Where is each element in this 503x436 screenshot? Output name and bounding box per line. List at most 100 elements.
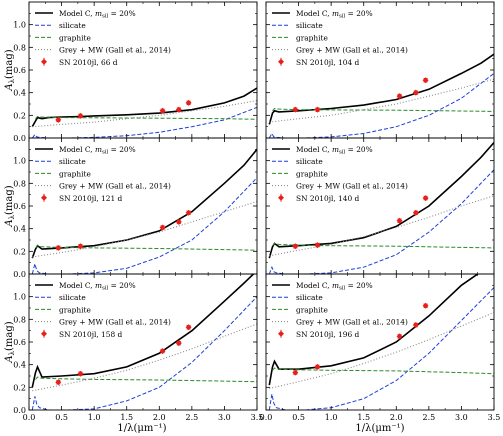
- x-tick-label: 3.0: [218, 413, 231, 422]
- y-axis-label: Aλ(mag): [4, 49, 16, 91]
- legend: Model C, msil = 20%silicate graphite Grey …: [35, 9, 171, 67]
- y-tick-label: 1.0: [13, 293, 26, 302]
- legend-label-epoch: SN 2010jl, 104 d: [296, 58, 359, 67]
- y-tick-label: 0.6: [13, 202, 26, 211]
- legend-label-model: Model C, msil = 20%: [296, 145, 373, 156]
- legend-label-silicate: silicate: [59, 21, 86, 30]
- y-tick-label: 0.2: [13, 247, 26, 256]
- data-point: [77, 243, 84, 250]
- x-tick-label: 2.0: [390, 413, 403, 422]
- legend-label-grey: Grey + MW (Gall et al., 2014): [59, 182, 171, 191]
- legend-label-grey: Grey + MW (Gall et al., 2014): [296, 46, 408, 55]
- data-point: [422, 77, 429, 84]
- data-point: [159, 348, 166, 355]
- x-tick-label: 2.5: [185, 413, 198, 422]
- legend-data-marker: [41, 330, 47, 337]
- x-tick-label: 0.0: [23, 413, 36, 422]
- x-tick-label: 1.0: [325, 413, 338, 422]
- data-point: [77, 112, 84, 119]
- data-point: [422, 302, 429, 309]
- legend-label-graphite: graphite: [59, 305, 91, 314]
- legend-label-grey: Grey + MW (Gall et al., 2014): [59, 318, 171, 327]
- legend-label-model: Model C, msil = 20%: [296, 9, 373, 20]
- data-point: [175, 106, 182, 113]
- y-tick-label: 0.8: [13, 179, 26, 188]
- legend-label-silicate: silicate: [296, 293, 323, 302]
- model-line: [31, 87, 257, 128]
- grey-mw-line: [269, 78, 494, 123]
- graphite-line: [35, 376, 257, 383]
- data-point: [175, 340, 182, 347]
- y-tick-label: 0.6: [13, 66, 26, 75]
- x-axis-label-right: 1/λ(μm⁻¹): [355, 423, 404, 434]
- legend-data-marker: [278, 330, 284, 337]
- y-tick-label: 0.8: [13, 43, 26, 52]
- x-tick-label: 3.0: [455, 413, 468, 422]
- silicate-line: [31, 106, 257, 138]
- legend: Model C, msil = 20%silicate graphite Grey …: [272, 9, 408, 67]
- graphite-line: [272, 367, 494, 375]
- x-tick-label: 0.5: [55, 413, 68, 422]
- data-point: [292, 243, 299, 250]
- grey-mw-line: [269, 311, 494, 390]
- y-axis-label: Aλ(mag): [4, 321, 16, 363]
- y-tick-label: 0.4: [13, 361, 26, 370]
- data-point: [422, 195, 429, 202]
- data-point: [55, 379, 62, 386]
- legend-label-model: Model C, msil = 20%: [59, 9, 136, 20]
- y-tick-label: 1.0: [13, 157, 26, 166]
- legend: Model C, msil = 20%silicate graphite Grey …: [35, 281, 171, 339]
- data-point: [396, 217, 403, 224]
- y-tick-label: 0.2: [13, 383, 26, 392]
- x-tick-label: 1.5: [120, 413, 133, 422]
- panel-3: 0.0 0.2 0.4 0.6 0.8 1.0 Aλ(mag) Model C, msil =…: [4, 137, 258, 279]
- legend-label-graphite: graphite: [59, 169, 91, 178]
- silicate-line: [31, 296, 257, 410]
- legend-label-silicate: silicate: [296, 21, 323, 30]
- data-point: [185, 99, 192, 106]
- silicate-line: [31, 177, 257, 274]
- x-tick-label: 2.0: [153, 413, 166, 422]
- silicate-line: [268, 169, 494, 274]
- y-tick-label: 0.4: [13, 89, 26, 98]
- legend-label-graphite: graphite: [296, 33, 328, 42]
- legend-label-silicate: silicate: [296, 157, 323, 166]
- legend-label-silicate: silicate: [59, 157, 86, 166]
- panel-5: 0.0 0.2 0.4 0.6 0.8 1.0 0.0 0.5 1.0 1.5 2.0 2.5 3.0 3…: [4, 273, 263, 422]
- model-line: [268, 53, 494, 125]
- x-tick-label: 1.5: [357, 413, 370, 422]
- legend-label-grey: Grey + MW (Gall et al., 2014): [296, 182, 408, 191]
- data-point: [396, 93, 403, 100]
- legend-label-grey: Grey + MW (Gall et al., 2014): [296, 318, 408, 327]
- legend-label-graphite: graphite: [296, 169, 328, 178]
- panel-1: 0.0 0.2 0.4 0.6 0.8 1.0 Aλ(mag) Model C, msil =…: [4, 1, 258, 143]
- data-point: [55, 116, 62, 123]
- legend-data-marker: [278, 58, 284, 65]
- data-point: [314, 363, 321, 370]
- x-tick-label: 0.0: [260, 413, 273, 422]
- legend-label-model: Model C, msil = 20%: [296, 281, 373, 292]
- legend: Model C, msil = 20%silicate graphite Grey …: [272, 281, 408, 339]
- legend-label-epoch: SN 2010jl, 158 d: [59, 330, 122, 339]
- panel-6: 0.0 0.5 1.0 1.5 2.0 2.5 3.0 3.5 Model C, msil = …: [260, 273, 500, 422]
- legend-label-epoch: SN 2010jl, 121 d: [59, 194, 122, 203]
- data-point: [159, 107, 166, 114]
- y-tick-label: 0.4: [13, 225, 26, 234]
- legend: Model C, msil = 20%silicate graphite Grey …: [35, 145, 171, 203]
- data-point: [77, 370, 84, 377]
- graphite-line: [35, 115, 257, 120]
- x-tick-label: 0.5: [292, 413, 305, 422]
- legend-data-marker: [41, 58, 47, 65]
- data-point: [314, 242, 321, 249]
- data-point: [185, 324, 192, 331]
- legend-label-epoch: SN 2010jl, 140 d: [296, 194, 359, 203]
- legend-label-epoch: SN 2010jl, 66 d: [59, 58, 118, 67]
- y-tick-label: 0.0: [13, 134, 26, 143]
- legend-label-silicate: silicate: [59, 293, 86, 302]
- legend-data-marker: [278, 194, 284, 201]
- x-tick-label: 2.5: [422, 413, 435, 422]
- data-point: [412, 322, 419, 328]
- panel-4: Model C, msil = 20%silicate graphite Grey …: [265, 137, 495, 275]
- data-point: [412, 89, 419, 96]
